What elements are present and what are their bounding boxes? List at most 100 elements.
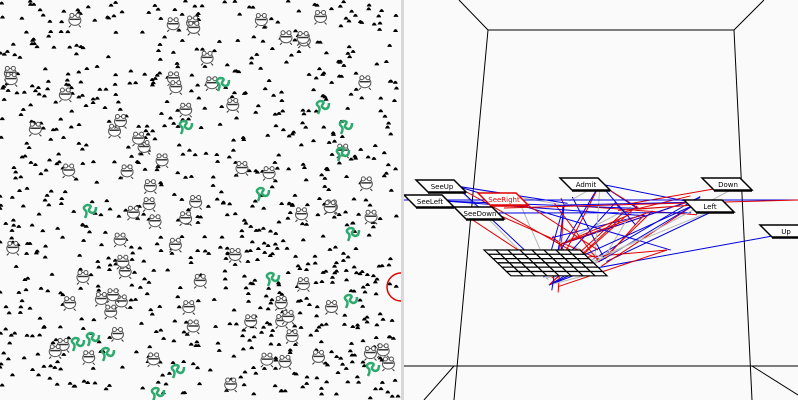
food-dot bbox=[40, 229, 45, 232]
food-dot bbox=[13, 176, 18, 179]
food-dot bbox=[269, 298, 274, 301]
food-dot bbox=[84, 104, 89, 107]
food-dot bbox=[59, 197, 64, 200]
food-dot bbox=[45, 87, 50, 90]
food-dot bbox=[11, 219, 16, 222]
food-dot bbox=[91, 318, 96, 321]
food-dot bbox=[25, 334, 30, 337]
food-dot bbox=[273, 367, 278, 370]
food-dot bbox=[348, 349, 353, 352]
food-dot bbox=[31, 37, 36, 40]
food-dot bbox=[253, 111, 258, 114]
food-dot bbox=[319, 340, 324, 343]
food-dot bbox=[273, 232, 278, 235]
food-dot bbox=[5, 50, 10, 53]
food-dot bbox=[270, 329, 275, 332]
food-dot bbox=[188, 256, 193, 259]
food-dot bbox=[392, 99, 397, 102]
frog-icon bbox=[69, 13, 81, 27]
food-dot bbox=[300, 121, 305, 124]
food-dot bbox=[74, 44, 79, 47]
food-dot bbox=[248, 282, 253, 285]
food-dot bbox=[24, 288, 29, 291]
food-dot bbox=[33, 89, 38, 92]
food-dot bbox=[373, 280, 378, 283]
food-dot bbox=[81, 239, 86, 242]
food-dot bbox=[221, 201, 226, 204]
frog-icon bbox=[143, 198, 155, 212]
food-dot bbox=[94, 181, 99, 184]
food-dot bbox=[300, 109, 305, 112]
food-dot bbox=[223, 286, 228, 289]
agent-icon[interactable] bbox=[387, 273, 401, 301]
food-dot bbox=[158, 236, 163, 239]
food-dot bbox=[342, 323, 347, 326]
food-dot bbox=[250, 6, 255, 9]
food-dot bbox=[266, 287, 271, 290]
node-seeup[interactable]: SeeUp bbox=[416, 180, 466, 193]
frog-icon bbox=[83, 351, 95, 365]
food-dot bbox=[126, 145, 131, 148]
food-dot bbox=[218, 246, 223, 249]
food-dot bbox=[172, 319, 177, 322]
food-dot bbox=[212, 49, 217, 52]
food-dot bbox=[231, 139, 236, 142]
snake-icon bbox=[217, 78, 229, 91]
node-up[interactable]: Up bbox=[760, 225, 798, 238]
food-dot bbox=[202, 107, 207, 110]
node-seeleft[interactable]: SeeLeft bbox=[404, 195, 454, 208]
food-dot bbox=[334, 261, 339, 264]
food-dot bbox=[86, 5, 91, 8]
food-dot bbox=[186, 117, 191, 120]
food-dot bbox=[311, 88, 316, 91]
food-dot bbox=[234, 116, 239, 119]
food-dot bbox=[12, 332, 17, 335]
food-dot bbox=[103, 231, 108, 234]
food-dot bbox=[164, 382, 169, 385]
food-dot bbox=[108, 263, 113, 266]
food-dot bbox=[76, 142, 81, 145]
food-dot bbox=[211, 184, 216, 187]
food-dot bbox=[130, 258, 135, 261]
frog-icon bbox=[107, 289, 119, 303]
food-dot bbox=[208, 368, 213, 371]
food-dot bbox=[251, 392, 256, 395]
food-dot bbox=[82, 380, 87, 383]
food-dot bbox=[298, 311, 303, 314]
food-dot bbox=[172, 8, 177, 11]
food-dot bbox=[179, 198, 184, 201]
food-dot bbox=[379, 9, 384, 12]
food-dot bbox=[196, 299, 201, 302]
food-dot bbox=[367, 233, 372, 236]
food-dot bbox=[293, 29, 298, 32]
food-dot bbox=[306, 262, 311, 265]
food-dot bbox=[286, 271, 291, 274]
food-dot bbox=[87, 230, 92, 233]
food-dot bbox=[150, 312, 155, 315]
food-dot bbox=[319, 323, 324, 326]
food-dot bbox=[179, 235, 184, 238]
food-dot bbox=[106, 256, 111, 259]
food-dot bbox=[304, 223, 309, 226]
food-dot bbox=[138, 286, 143, 289]
food-dot bbox=[140, 386, 145, 389]
food-dot bbox=[146, 132, 151, 135]
food-dot bbox=[344, 278, 349, 281]
food-dot bbox=[288, 348, 293, 351]
node-down[interactable]: Down bbox=[702, 178, 752, 191]
food-dot bbox=[386, 121, 391, 124]
food-dot bbox=[265, 134, 270, 137]
node-admit[interactable]: Admit bbox=[560, 178, 610, 191]
frog-icon bbox=[49, 345, 61, 359]
food-dot bbox=[91, 101, 96, 104]
food-dot bbox=[88, 273, 93, 276]
food-dot bbox=[36, 86, 41, 89]
food-dot bbox=[197, 382, 202, 385]
food-dot bbox=[194, 340, 199, 343]
food-dot bbox=[107, 268, 112, 271]
food-dot bbox=[27, 146, 32, 149]
food-dot bbox=[16, 225, 21, 228]
food-dot bbox=[225, 213, 230, 216]
